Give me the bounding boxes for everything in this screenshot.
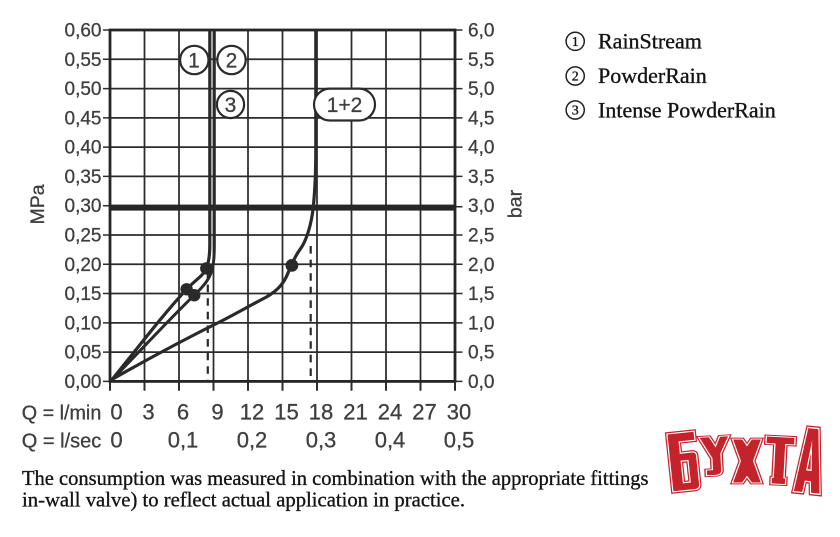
svg-text:6,0: 6,0 (468, 21, 494, 42)
svg-text:27: 27 (412, 400, 436, 425)
svg-text:0,20: 0,20 (65, 255, 102, 276)
svg-text:The consumption was measured i: The consumption was measured in combinat… (22, 466, 649, 490)
svg-text:5,0: 5,0 (468, 79, 494, 100)
svg-text:2: 2 (226, 50, 238, 73)
svg-text:0,60: 0,60 (65, 21, 102, 42)
svg-text:2: 2 (572, 70, 579, 85)
svg-text:1,0: 1,0 (468, 313, 494, 334)
svg-text:1,5: 1,5 (468, 284, 494, 305)
svg-text:0,50: 0,50 (65, 79, 102, 100)
svg-text:2,5: 2,5 (468, 226, 494, 247)
svg-text:18: 18 (309, 400, 333, 425)
svg-text:5,5: 5,5 (468, 50, 494, 71)
svg-text:0,40: 0,40 (65, 138, 102, 159)
svg-text:0,5: 0,5 (444, 427, 475, 452)
svg-text:0,5: 0,5 (468, 343, 494, 364)
svg-text:9: 9 (211, 400, 223, 425)
svg-text:30: 30 (447, 400, 471, 425)
svg-text:1: 1 (188, 50, 200, 73)
svg-text:3,5: 3,5 (468, 167, 494, 188)
svg-text:0,4: 0,4 (375, 427, 406, 452)
svg-text:12: 12 (240, 400, 264, 425)
svg-text:6: 6 (177, 400, 189, 425)
svg-text:0,1: 0,1 (168, 427, 199, 452)
svg-text:3,0: 3,0 (468, 196, 494, 217)
svg-text:0,45: 0,45 (65, 108, 102, 129)
svg-text:1: 1 (572, 35, 579, 50)
svg-text:3: 3 (142, 400, 154, 425)
svg-text:0,25: 0,25 (65, 226, 102, 247)
svg-text:0,30: 0,30 (65, 196, 102, 217)
svg-text:0,55: 0,55 (65, 50, 102, 71)
svg-text:4,5: 4,5 (468, 108, 494, 129)
svg-text:RainStream: RainStream (598, 28, 702, 53)
svg-text:bar: bar (505, 189, 527, 218)
svg-text:0,2: 0,2 (237, 427, 268, 452)
svg-text:0: 0 (110, 400, 122, 425)
svg-text:2,0: 2,0 (468, 255, 494, 276)
svg-text:1+2: 1+2 (327, 94, 363, 117)
svg-text:in-wall valve) to reflect actu: in-wall valve) to reflect actual applica… (22, 487, 465, 511)
svg-text:0,15: 0,15 (65, 284, 102, 305)
svg-text:Q = l/sec: Q = l/sec (22, 430, 102, 452)
svg-text:Intense PowderRain: Intense PowderRain (598, 98, 776, 123)
svg-text:0,10: 0,10 (65, 313, 102, 334)
svg-text:0,35: 0,35 (65, 167, 102, 188)
svg-text:3: 3 (225, 94, 237, 117)
svg-text:0,0: 0,0 (468, 372, 494, 393)
svg-text:4,0: 4,0 (468, 138, 494, 159)
svg-text:Q = l/min: Q = l/min (22, 403, 102, 425)
svg-text:0,3: 0,3 (306, 427, 337, 452)
svg-text:24: 24 (378, 400, 402, 425)
svg-text:0,00: 0,00 (65, 372, 102, 393)
svg-text:3: 3 (572, 104, 579, 119)
svg-text:0,05: 0,05 (65, 343, 102, 364)
svg-text:MPa: MPa (27, 184, 49, 224)
svg-text:21: 21 (343, 400, 367, 425)
svg-text:15: 15 (274, 400, 298, 425)
svg-text:0: 0 (110, 427, 122, 452)
svg-text:PowderRain: PowderRain (598, 63, 707, 88)
